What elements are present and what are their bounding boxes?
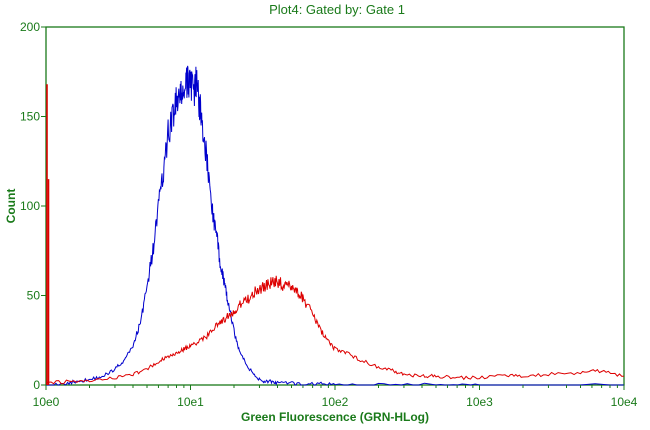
series-red-line [45, 275, 625, 385]
x-axis-label: Green Fluorescence (GRN-HLog) [241, 410, 429, 424]
x-tick-label: 10e1 [177, 395, 204, 409]
y-tick-label: 0 [33, 378, 40, 392]
x-tick-label: 10e3 [466, 395, 493, 409]
y-tick-label: 200 [20, 20, 40, 34]
y-tick-label: 100 [20, 199, 40, 213]
axis-ticks-layer: 10e0 10e1 10e2 10e3 10e4 0 50 100 150 200 [20, 20, 638, 409]
x-tick-label: 10e4 [611, 395, 638, 409]
x-tick-label: 10e2 [322, 395, 349, 409]
chart-title: Plot4: Gated by: Gate 1 [269, 2, 405, 17]
x-tick-label: 10e0 [33, 395, 60, 409]
y-tick-label: 150 [20, 110, 40, 124]
y-axis-label: Count [4, 189, 18, 224]
plot-area-frame [45, 26, 625, 386]
y-tick-label: 50 [27, 289, 41, 303]
plot-series-layer [45, 65, 625, 386]
series-blue-line [46, 65, 624, 386]
